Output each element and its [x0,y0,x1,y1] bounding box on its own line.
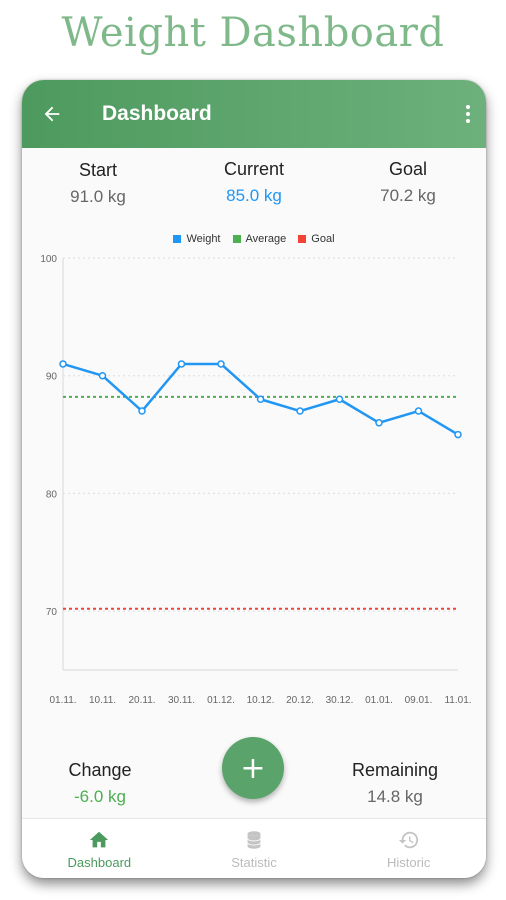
legend-item-goal: Goal [298,233,335,245]
weight-point [138,407,146,415]
weight-point [454,430,462,439]
stat-goal: Goal 70.2 kg [360,159,456,206]
stat-remaining-label: Remaining [351,760,439,780]
weight-point [414,407,423,415]
stat-remaining: Remaining 14.8 kg [340,760,450,807]
x-tick-label: 10.11. [89,695,116,706]
weight-point [375,419,383,427]
stat-goal-label: Goal [388,159,428,179]
database-icon [247,830,261,849]
stat-remaining-value: 14.8 kg [367,787,423,806]
x-tick-label: 20.11. [128,695,155,706]
stat-change-label: Change [68,760,132,780]
legend-item-weight: Weight [173,233,221,245]
stat-current: Current 85.0 kg [202,159,306,206]
x-tick-label: 01.12. [207,695,235,706]
add-entry-button[interactable]: + [222,737,284,799]
stat-current-value: 85.0 kg [226,186,282,205]
stat-change: Change -6.0 kg [50,760,150,807]
weight-point [335,395,344,404]
more-vertical-icon[interactable] [450,80,486,148]
legend-label-weight: Weight [186,233,221,245]
x-tick-label: 30.12. [326,695,354,706]
x-tick-label: 20.12. [286,695,314,706]
weight-chart: 70 80 90 100 01.11. 10.11. 20.11. 30.11. 01.12. 1… [40,254,471,706]
app-title: Dashboard [102,102,212,125]
stat-goal-value: 70.2 kg [380,186,436,205]
weight-point [217,360,225,368]
stat-start-label: Start [78,160,117,180]
weight-point [296,407,304,415]
stat-current-label: Current [223,159,285,179]
x-tick-label: 11.01. [444,695,471,706]
x-tick-label: 10.12. [247,695,275,706]
history-icon [398,831,418,848]
x-tick-label: 30.11. [168,695,195,706]
stat-change-value: -6.0 kg [74,787,126,806]
stat-start-value: 91.0 kg [70,187,126,206]
nav-item-statistic[interactable]: Statistic [177,819,332,878]
app-bar: Dashboard [22,80,486,148]
nav-label-statistic: Statistic [231,854,277,870]
stat-start: Start 91.0 kg [50,160,146,207]
legend-item-average: Average [232,233,287,245]
nav-item-historic[interactable]: Historic [331,819,486,878]
phone-frame: Dashboard Start 91.0 kg Current 85.0 kg … [22,80,486,878]
y-tick-label: 80 [46,489,58,500]
bottom-nav: Dashboard Statistic Historic [22,818,486,878]
y-tick-label: 100 [40,254,57,265]
weight-point [256,395,265,404]
nav-item-dashboard[interactable]: Dashboard [22,819,177,878]
x-tick-label: 01.01. [365,695,393,706]
x-tick-label: 09.01. [405,695,433,706]
y-tick-label: 90 [46,372,58,383]
y-tick-label: 70 [46,607,58,618]
x-tick-label: 01.11. [49,695,76,706]
nav-label-historic: Historic [387,854,431,870]
home-icon [90,831,109,847]
arrow-left-icon[interactable] [22,80,82,148]
plus-icon: + [240,750,266,786]
weight-point [98,371,107,380]
page-headline: Weight Dashboard [61,10,445,56]
chart-legend: Weight Average Goal [22,233,486,245]
nav-label-dashboard: Dashboard [67,854,132,870]
weight-point [59,360,67,368]
weight-point [177,360,186,368]
legend-label-average: Average [245,233,287,245]
legend-label-goal: Goal [311,233,335,245]
